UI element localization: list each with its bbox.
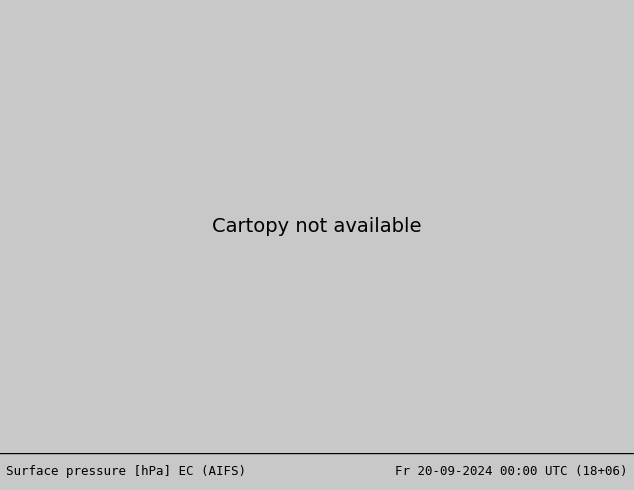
Text: Fr 20-09-2024 00:00 UTC (18+06): Fr 20-09-2024 00:00 UTC (18+06) [395,465,628,478]
Text: Surface pressure [hPa] EC (AIFS): Surface pressure [hPa] EC (AIFS) [6,465,247,478]
Text: Cartopy not available: Cartopy not available [212,217,422,236]
